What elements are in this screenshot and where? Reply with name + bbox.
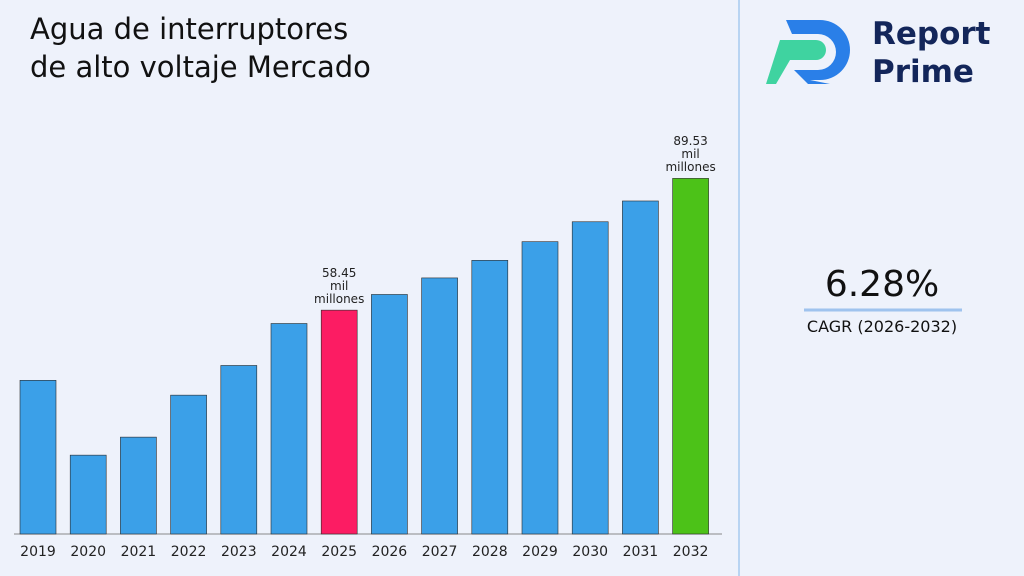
x-tick-label: 2030 [572,544,608,560]
bar [421,277,458,535]
bar [672,178,709,535]
x-tick-label: 2029 [522,544,558,560]
x-tick-label: 2028 [472,544,508,560]
bar [120,436,157,535]
x-tick-label: 2022 [171,544,207,560]
bar [371,294,408,535]
x-tick-label: 2019 [20,544,56,560]
value-label: 58.45 mil millones [314,266,365,307]
brand-line2: Prime [872,54,974,90]
bar [270,323,308,535]
bar [170,394,207,535]
cagr-value: 6.28% [825,264,939,305]
brand-line1: Report [872,16,991,52]
cagr-label: CAGR (2026-2032) [807,317,957,336]
x-tick-label: 2026 [372,544,408,560]
bar [69,454,107,535]
value-label: 89.53 mil millones [665,134,716,175]
bar [571,221,609,535]
x-tick-label: 2032 [673,544,709,560]
x-tick-label: 2024 [271,544,307,560]
bar [320,309,358,535]
x-tick-label: 2023 [221,544,257,560]
x-tick-label: 2027 [422,544,458,560]
chart-title: Agua de interruptores de alto voltaje Me… [30,12,371,84]
bar [521,241,559,535]
x-tick-label: 2025 [321,544,357,560]
x-tick-label: 2031 [623,544,659,560]
logo [766,20,850,84]
bar [471,260,509,535]
bar [220,365,258,535]
bar [19,380,57,535]
x-tick-label: 2020 [70,544,106,560]
bar [622,200,659,535]
x-tick-label: 2021 [121,544,157,560]
